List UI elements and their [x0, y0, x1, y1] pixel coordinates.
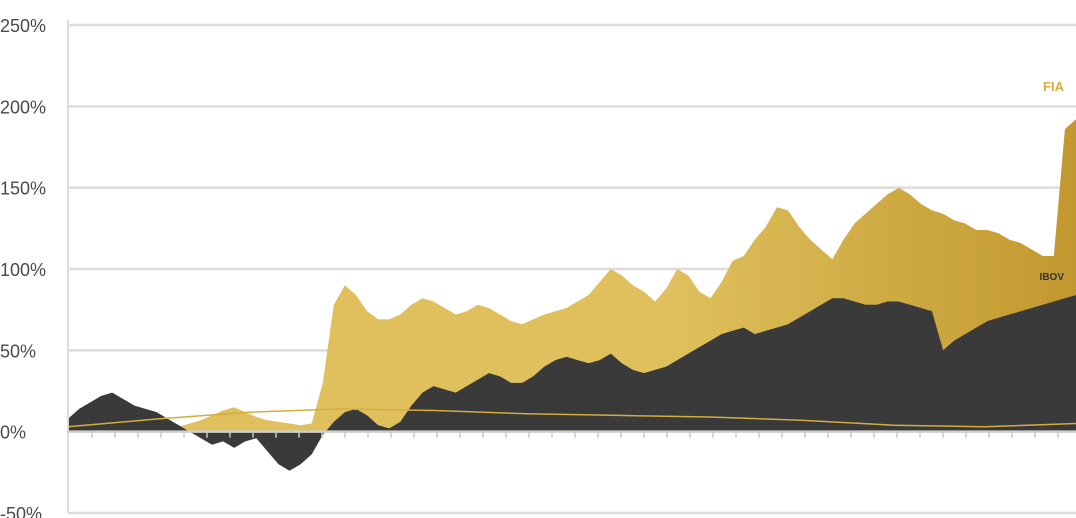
y-tick-label: 100% — [0, 260, 46, 280]
series-area-ibov — [68, 295, 1076, 471]
series-line-fia-early — [67, 408, 1076, 428]
series-label-fia: FIA — [1043, 79, 1065, 94]
y-tick-label: -50% — [0, 504, 42, 518]
y-tick-label: 0% — [0, 423, 26, 443]
axes — [67, 20, 1076, 513]
y-tick-label: 200% — [0, 97, 46, 117]
y-tick-label: 150% — [0, 179, 46, 199]
y-tick-label: 50% — [0, 341, 36, 361]
y-tick-label: 250% — [0, 16, 46, 36]
series-areas — [67, 119, 1076, 471]
labels: 250% 200% 150% 100% 50% 0% -50% FIA IBOV — [0, 16, 1065, 518]
series-label-ibov: IBOV — [1040, 272, 1065, 283]
